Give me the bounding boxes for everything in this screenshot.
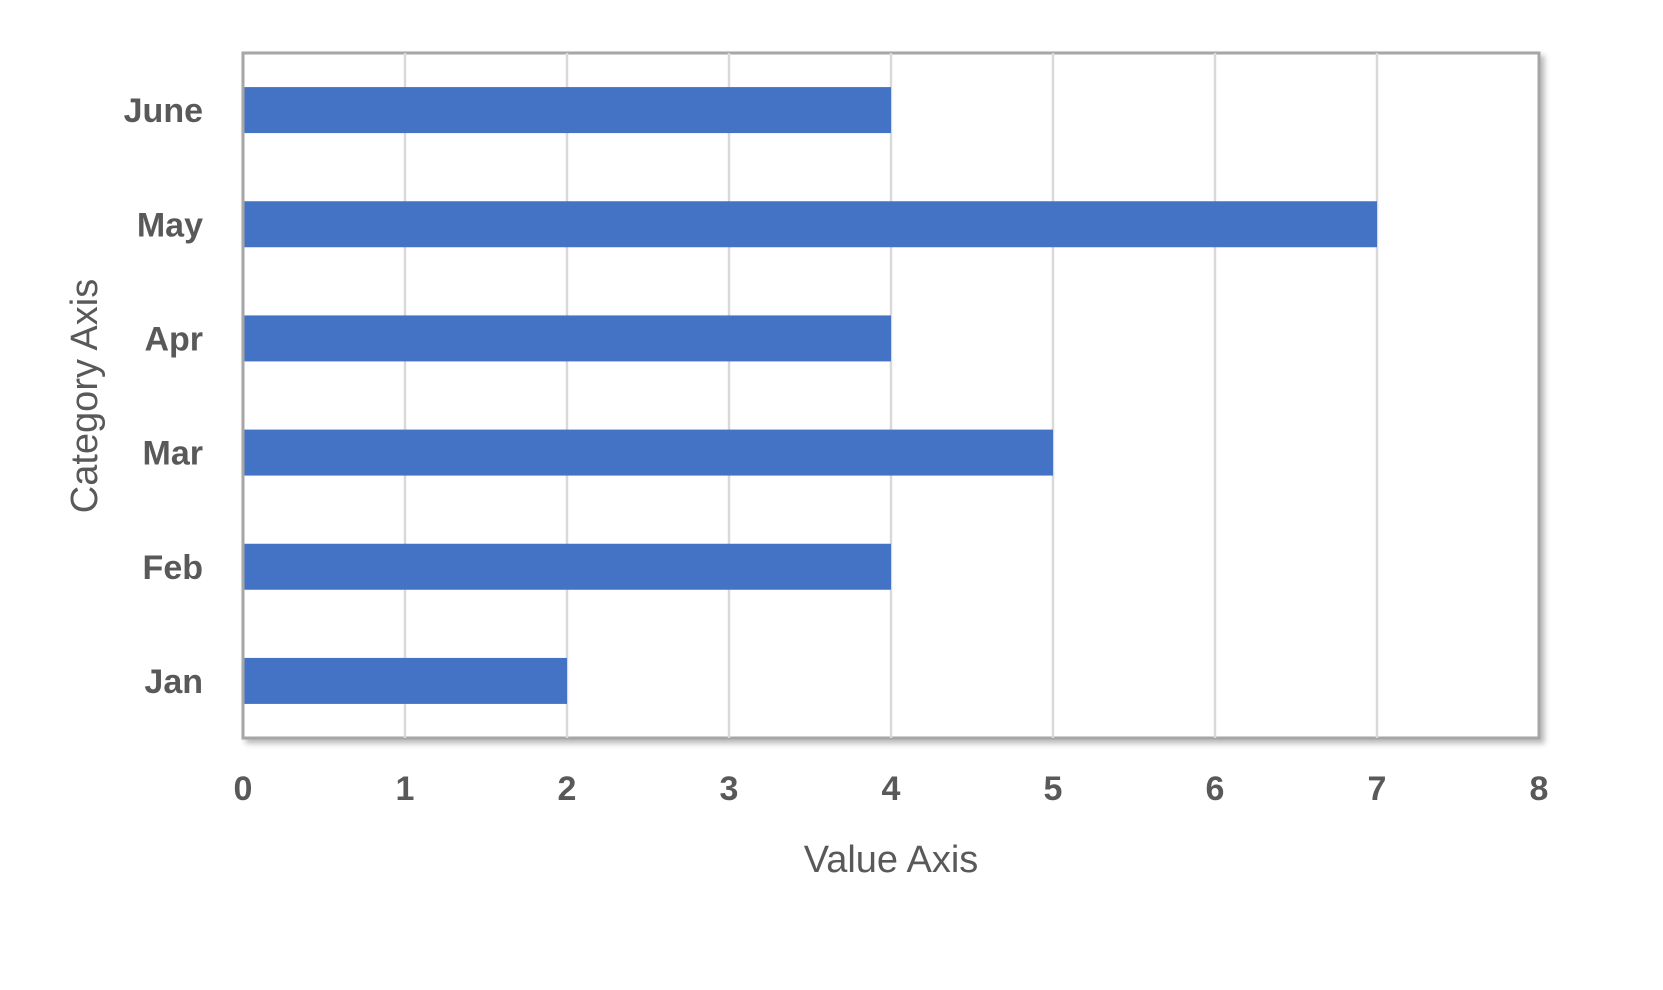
x-tick-label-5: 5: [1044, 770, 1063, 808]
bar-may: [244, 201, 1377, 248]
bars: [244, 87, 1377, 704]
category-label-mar: Mar: [143, 435, 203, 473]
category-label-feb: Feb: [143, 549, 203, 587]
bar-june: [244, 87, 891, 134]
x-tick-label-6: 6: [1206, 770, 1225, 808]
category-label-jan: Jan: [144, 663, 203, 701]
category-label-apr: Apr: [144, 320, 203, 358]
x-axis-title: Value Axis: [804, 839, 979, 881]
x-tick-label-1: 1: [396, 770, 415, 808]
y-axis-title: Category Axis: [64, 279, 106, 513]
x-tick-label-0: 0: [234, 770, 253, 808]
x-tick-label-8: 8: [1530, 770, 1549, 808]
gridlines: [403, 53, 1379, 738]
bar-mar: [244, 429, 1053, 476]
bar-jan: [244, 657, 567, 704]
category-label-june: June: [124, 92, 203, 130]
x-tick-label-7: 7: [1368, 770, 1387, 808]
x-tick-label-3: 3: [720, 770, 739, 808]
x-tick-label-2: 2: [558, 770, 577, 808]
category-tick-labels: Jan Feb Mar Apr May June: [124, 92, 203, 701]
bar-apr: [244, 315, 891, 362]
bar-feb: [244, 543, 891, 590]
x-tick-label-4: 4: [882, 770, 901, 808]
value-tick-labels: 0 1 2 3 4 5 6 7 8: [234, 770, 1549, 808]
category-label-may: May: [137, 206, 203, 244]
